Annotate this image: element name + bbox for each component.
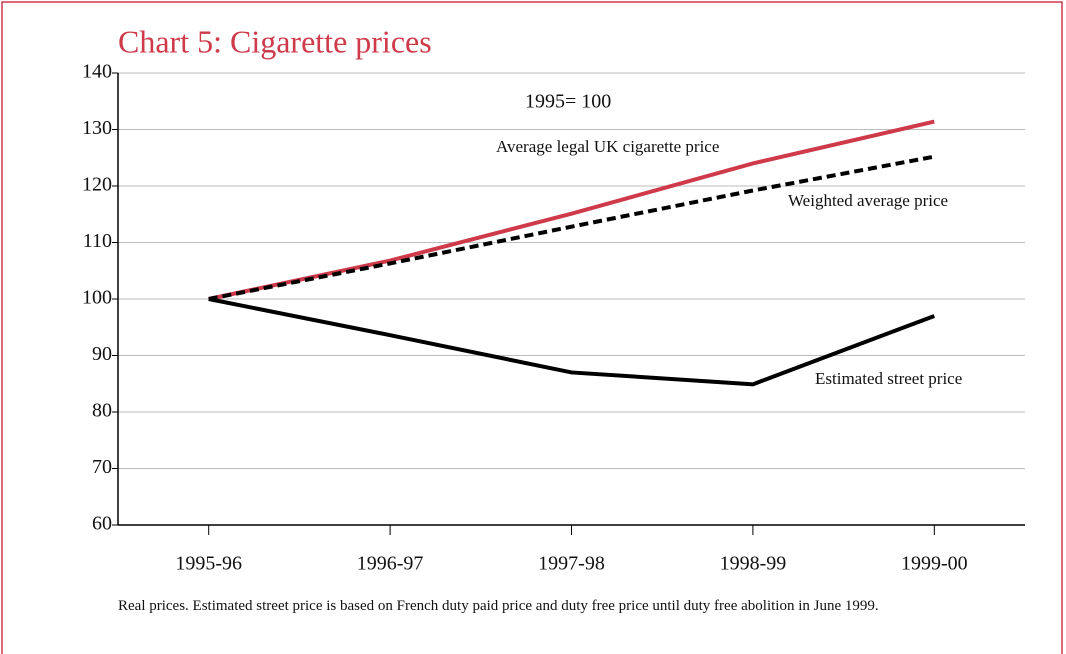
x-tick-label: 1996-97 <box>357 553 424 575</box>
y-tick-label: 80 <box>92 400 112 422</box>
chart-title: Chart 5: Cigarette prices <box>118 23 432 59</box>
footnote: Real prices. Estimated street price is b… <box>118 598 879 614</box>
y-tick-label: 90 <box>92 343 112 365</box>
series-label: Estimated street price <box>815 369 962 388</box>
y-tick-label: 130 <box>82 117 112 139</box>
series-label: Average legal UK cigarette price <box>496 137 719 156</box>
line-series <box>208 297 936 387</box>
y-tick-label: 120 <box>82 174 112 196</box>
y-tick-label: 60 <box>92 513 112 535</box>
series-label: Weighted average price <box>788 191 948 210</box>
y-tick-label: 110 <box>83 230 112 252</box>
x-tick-label: 1995-96 <box>175 553 242 575</box>
x-tick-label: 1999-00 <box>901 553 968 575</box>
y-tick-label: 70 <box>92 456 112 478</box>
x-tick-label: 1997-98 <box>538 553 605 575</box>
line-series <box>208 154 935 301</box>
subtitle: 1995= 100 <box>525 91 611 113</box>
line-series <box>208 119 935 301</box>
x-tick-label: 1998-99 <box>720 553 787 575</box>
y-tick-label: 100 <box>82 287 112 309</box>
y-tick-label: 140 <box>82 61 112 83</box>
